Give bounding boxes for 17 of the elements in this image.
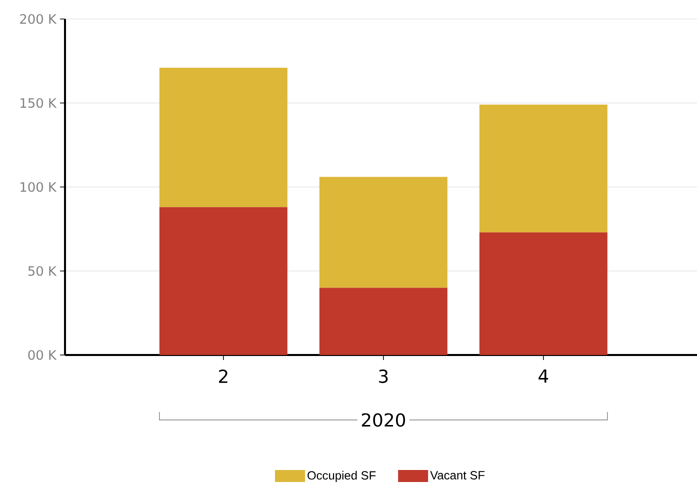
legend-label: Vacant SF [430,471,485,480]
y-tick-label: 50 K [28,266,57,276]
bar [159,207,288,355]
y-tick-label: 150 K [20,98,57,108]
bar [479,104,608,232]
x-tick-label: 4 [538,370,548,383]
y-tick-label: 100 K [20,182,57,192]
x-tick-label: 3 [379,370,388,384]
y-tick-label: 00 K [28,350,57,360]
x-axis-title: 2020 [362,413,406,427]
y-tick-label: 200 K [20,14,57,24]
bar [319,176,448,288]
bar [319,288,448,355]
bar [159,68,288,208]
bar [479,232,608,355]
x-tick-label: 2 [219,370,228,383]
legend-label: Occupied SF [308,470,376,482]
